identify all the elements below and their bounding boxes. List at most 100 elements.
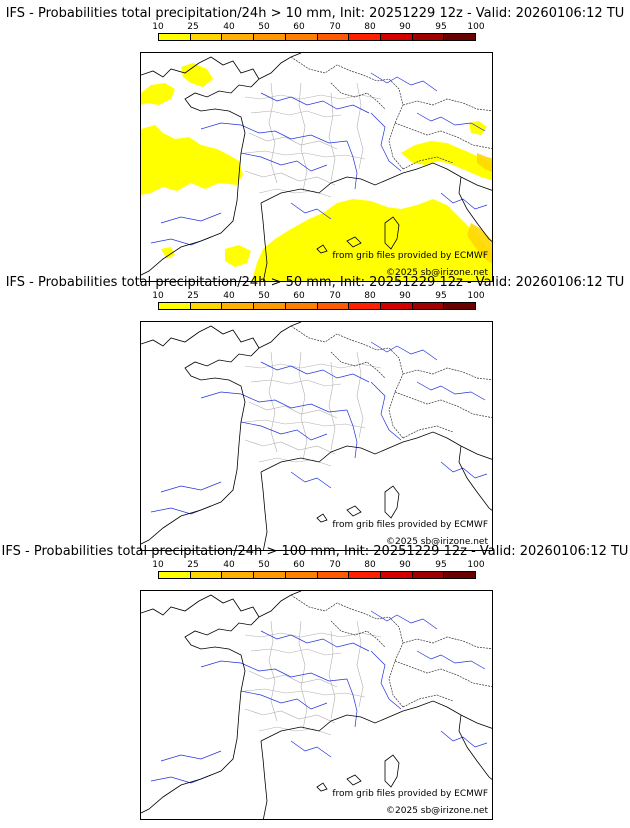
panel-title: IFS - Probabilities total precipitation/… [5,6,625,21]
colorbar [158,571,476,579]
region-borders [244,82,382,198]
river [370,72,438,92]
colorbar-segment [222,34,255,40]
colorbar-label: 40 [223,291,235,301]
country-border [402,367,492,381]
colorbar-segment [444,34,476,40]
panel-10mm: IFS - Probabilities total precipitation/… [0,6,630,282]
river [160,750,222,762]
region-border [356,620,364,708]
precip-area-10pct [251,199,492,281]
colorbar-label: 60 [293,22,305,32]
coastline [141,594,260,814]
river [346,409,358,459]
precip-area-10pct [181,63,213,87]
country-border [402,694,454,708]
colorbar-label: 10 [152,22,164,32]
river [200,391,348,413]
colorbar-label: 80 [364,560,376,570]
island [316,782,328,792]
country-border [402,98,492,112]
rivers [150,610,488,784]
colorbar-segment [222,572,255,578]
country-border [290,594,404,708]
map-10mm: from grib files provided by ECMWF ©2025 … [140,52,493,282]
coastline [141,56,260,276]
island [346,505,362,517]
colorbar-segment [159,572,191,578]
colorbar-segment [190,34,223,40]
island [316,513,328,523]
colorbar-segment [285,34,318,40]
river [370,610,438,630]
colorbar-label: 100 [467,560,485,570]
region-borders [244,620,382,736]
credit-copyright: ©2025 sb@irizone.net [386,806,488,816]
panel-100mm: IFS - Probabilities total precipitation/… [0,544,630,820]
country-borders [290,594,492,708]
region-border [328,92,336,182]
region-border [356,82,364,170]
region-border [248,670,338,688]
river [416,650,486,670]
colorbar-label: 100 [467,22,485,32]
colorbar-label: 95 [435,22,447,32]
colorbar [158,33,476,41]
panel-50mm: IFS - Probabilities total precipitation/… [0,275,630,551]
colorbar-segment [159,34,191,40]
colorbar-label: 10 [152,291,164,301]
credit-source: from grib files provided by ECMWF [332,520,488,530]
colorbar-label: 95 [435,291,447,301]
island [384,485,400,519]
map-graphic [141,322,492,550]
colorbar-label: 50 [258,291,270,301]
colorbar-segment [412,572,445,578]
colorbar-segment [412,34,445,40]
country-border [394,122,492,149]
credit-source: from grib files provided by ECMWF [332,251,488,261]
colorbar-segment [254,572,286,578]
map-graphic [141,53,492,281]
precip-area-10pct [161,247,175,259]
panel-title: IFS - Probabilities total precipitation/… [5,275,625,290]
colorbar-segment [317,572,350,578]
river [416,381,486,401]
river [260,630,370,652]
colorbar-labels: 10 25 40 50 60 70 80 90 95 100 [152,22,484,32]
map-50mm: from grib files provided by ECMWF ©2025 … [140,321,493,551]
region-border [268,82,278,184]
island [316,244,328,254]
rivers [150,341,488,515]
colorbar-segment [444,303,476,309]
colorbar-label: 25 [187,22,199,32]
region-border [328,361,336,451]
region-border [248,132,338,150]
river [240,152,328,172]
precip-area-10pct [225,245,251,267]
river [240,690,328,710]
colorbar-segment [190,303,223,309]
colorbar-segment [159,303,191,309]
country-border [290,325,404,439]
region-border [244,363,382,369]
coastline [260,700,492,742]
colorbar-segment [380,34,413,40]
river [370,341,438,361]
island [384,754,400,788]
region-border [268,620,278,722]
river [160,212,222,224]
precip-area-10pct [141,83,175,105]
credit-copyright: ©2025 sb@irizone.net [386,268,488,278]
colorbar-segment [285,572,318,578]
coastline [258,322,302,349]
region-borders [244,351,382,467]
coastlines [141,591,492,819]
river [200,660,348,682]
precip-field [141,63,492,281]
river [346,678,358,728]
colorbar-segment [412,303,445,309]
colorbar-label: 40 [223,22,235,32]
colorbar-label: 40 [223,560,235,570]
colorbar-segment [349,303,381,309]
coastline [260,740,268,819]
